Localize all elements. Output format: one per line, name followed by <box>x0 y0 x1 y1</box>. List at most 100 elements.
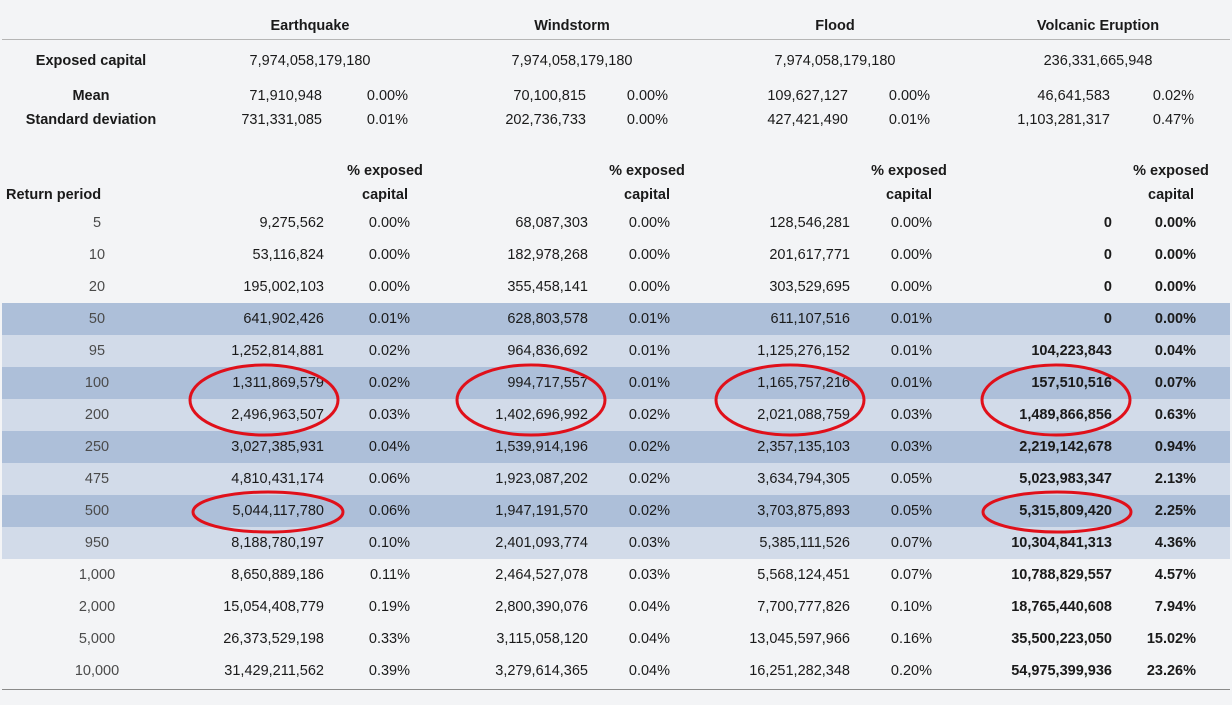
flood-pct-cell: 0.07% <box>890 535 932 551</box>
earthquake-pct-cell: 0.19% <box>368 599 410 615</box>
windstorm-value-cell: 994,717,557 <box>507 375 588 391</box>
windstorm-pct-cell: 0.00% <box>628 215 670 231</box>
earthquake-value-cell: 195,002,103 <box>243 279 324 295</box>
table-row: 10,000 31,429,211,562 0.39% 3,279,614,365 0.… <box>2 655 1230 687</box>
pct-header-earthquake-line1: % exposed <box>347 163 423 179</box>
flood-value-cell: 2,357,135,103 <box>757 439 850 455</box>
std-earthquake-value: 731,331,085 <box>241 112 322 128</box>
return-period-cell: 500 <box>84 503 110 519</box>
table-row: 2,000 15,054,408,779 0.19% 2,800,390,076 0.0… <box>2 591 1230 623</box>
windstorm-pct-cell: 0.03% <box>628 535 670 551</box>
windstorm-pct-cell: 0.02% <box>628 471 670 487</box>
flood-pct-cell: 0.01% <box>890 343 932 359</box>
earthquake-value-cell: 2,496,963,507 <box>231 407 324 423</box>
earthquake-value-cell: 15,054,408,779 <box>223 599 324 615</box>
flood-pct-cell: 0.01% <box>890 311 932 327</box>
flood-value-cell: 1,125,276,152 <box>757 343 850 359</box>
windstorm-value-cell: 964,836,692 <box>507 343 588 359</box>
std-windstorm-pct: 0.00% <box>626 112 668 128</box>
return-period-cell: 10,000 <box>74 663 120 679</box>
windstorm-value-cell: 1,539,914,196 <box>495 439 588 455</box>
volcanic-value-cell: 2,219,142,678 <box>1019 439 1112 455</box>
volcanic-value-cell: 0 <box>1103 279 1112 295</box>
windstorm-pct-cell: 0.01% <box>628 375 670 391</box>
volcanic-pct-cell: 0.00% <box>1154 247 1196 263</box>
volcanic-pct-cell: 2.13% <box>1154 471 1196 487</box>
pct-header-windstorm-line2: capital <box>624 187 670 203</box>
table-row: 950 8,188,780,197 0.10% 2,401,093,774 0.03% 5… <box>2 527 1230 559</box>
earthquake-pct-cell: 0.11% <box>369 567 410 583</box>
flood-pct-cell: 0.00% <box>890 247 932 263</box>
std-earthquake-pct: 0.01% <box>366 112 408 128</box>
table-row: 1,000 8,650,889,186 0.11% 2,464,527,078 0.03… <box>2 559 1230 591</box>
table-row: 100 1,311,869,579 0.02% 994,717,557 0.01% 1,1… <box>2 367 1230 399</box>
return-period-cell: 5,000 <box>78 631 116 647</box>
flood-value-cell: 16,251,282,348 <box>749 663 850 679</box>
earthquake-pct-cell: 0.33% <box>368 631 410 647</box>
windstorm-pct-cell: 0.04% <box>628 663 670 679</box>
table-row: 95 1,252,814,881 0.02% 964,836,692 0.01% 1,12… <box>2 335 1230 367</box>
std-windstorm-value: 202,736,733 <box>505 112 586 128</box>
flood-value-cell: 303,529,695 <box>769 279 850 295</box>
volcanic-value-cell: 0 <box>1103 215 1112 231</box>
windstorm-pct-cell: 0.02% <box>628 503 670 519</box>
volcanic-value-cell: 10,304,841,313 <box>1011 535 1112 551</box>
volcanic-value-cell: 5,315,809,420 <box>1019 503 1112 519</box>
std-flood-pct: 0.01% <box>888 112 930 128</box>
earthquake-pct-cell: 0.02% <box>368 343 410 359</box>
return-period-cell: 10 <box>88 247 106 263</box>
earthquake-value-cell: 8,650,889,186 <box>231 567 324 583</box>
earthquake-value-cell: 3,027,385,931 <box>231 439 324 455</box>
volcanic-pct-cell: 0.00% <box>1154 215 1196 231</box>
windstorm-pct-cell: 0.02% <box>628 407 670 423</box>
volcanic-pct-cell: 0.04% <box>1154 343 1196 359</box>
earthquake-value-cell: 1,311,869,579 <box>232 375 324 391</box>
earthquake-pct-cell: 0.06% <box>368 471 410 487</box>
flood-pct-cell: 0.03% <box>890 439 932 455</box>
mean-windstorm-value: 70,100,815 <box>513 88 586 104</box>
return-period-cell: 1,000 <box>78 567 116 583</box>
earthquake-pct-cell: 0.01% <box>368 311 410 327</box>
volcanic-pct-cell: 15.02% <box>1146 631 1196 647</box>
return-period-cell: 5 <box>92 215 102 231</box>
exposed-capital-volcanic: 236,331,665,948 <box>1043 53 1153 69</box>
return-period-cell: 50 <box>88 311 106 327</box>
pct-header-volcanic-line2: capital <box>1148 187 1194 203</box>
volcanic-pct-cell: 2.25% <box>1154 503 1196 519</box>
table-row: 20 195,002,103 0.00% 355,458,141 0.00% 303,52… <box>2 271 1230 303</box>
earthquake-pct-cell: 0.00% <box>368 279 410 295</box>
windstorm-pct-cell: 0.00% <box>628 279 670 295</box>
earthquake-value-cell: 8,188,780,197 <box>231 535 324 551</box>
mean-flood-pct: 0.00% <box>888 88 930 104</box>
table-bottom-border <box>2 689 1230 690</box>
flood-value-cell: 611,107,516 <box>770 311 850 327</box>
flood-value-cell: 2,021,088,759 <box>757 407 850 423</box>
volcanic-pct-cell: 7.94% <box>1154 599 1196 615</box>
windstorm-value-cell: 2,464,527,078 <box>495 567 588 583</box>
earthquake-pct-cell: 0.00% <box>368 247 410 263</box>
windstorm-value-cell: 628,803,578 <box>507 311 588 327</box>
std-volcanic-value: 1,103,281,317 <box>1017 112 1110 128</box>
pct-header-flood-line1: % exposed <box>871 163 947 179</box>
flood-pct-cell: 0.16% <box>890 631 932 647</box>
volcanic-pct-cell: 0.07% <box>1154 375 1196 391</box>
earthquake-value-cell: 31,429,211,562 <box>224 663 324 679</box>
windstorm-value-cell: 2,800,390,076 <box>495 599 588 615</box>
flood-pct-cell: 0.00% <box>890 215 932 231</box>
table-row: 200 2,496,963,507 0.03% 1,402,696,992 0.02% 2… <box>2 399 1230 431</box>
return-period-header: Return period <box>6 187 102 203</box>
windstorm-pct-cell: 0.02% <box>628 439 670 455</box>
flood-pct-cell: 0.03% <box>890 407 932 423</box>
earthquake-pct-cell: 0.39% <box>368 663 410 679</box>
mean-volcanic-value: 46,641,583 <box>1037 88 1110 104</box>
windstorm-value-cell: 3,115,058,120 <box>496 631 588 647</box>
pct-header-volcanic-line1: % exposed <box>1133 163 1209 179</box>
flood-pct-cell: 0.20% <box>890 663 932 679</box>
volcanic-value-cell: 0 <box>1103 247 1112 263</box>
earthquake-value-cell: 4,810,431,174 <box>231 471 324 487</box>
earthquake-value-cell: 1,252,814,881 <box>231 343 324 359</box>
earthquake-pct-cell: 0.02% <box>368 375 410 391</box>
table-row: 5 9,275,562 0.00% 68,087,303 0.00% 128,546,28… <box>2 207 1230 239</box>
return-period-cell: 950 <box>84 535 110 551</box>
mean-label: Mean <box>72 88 110 104</box>
